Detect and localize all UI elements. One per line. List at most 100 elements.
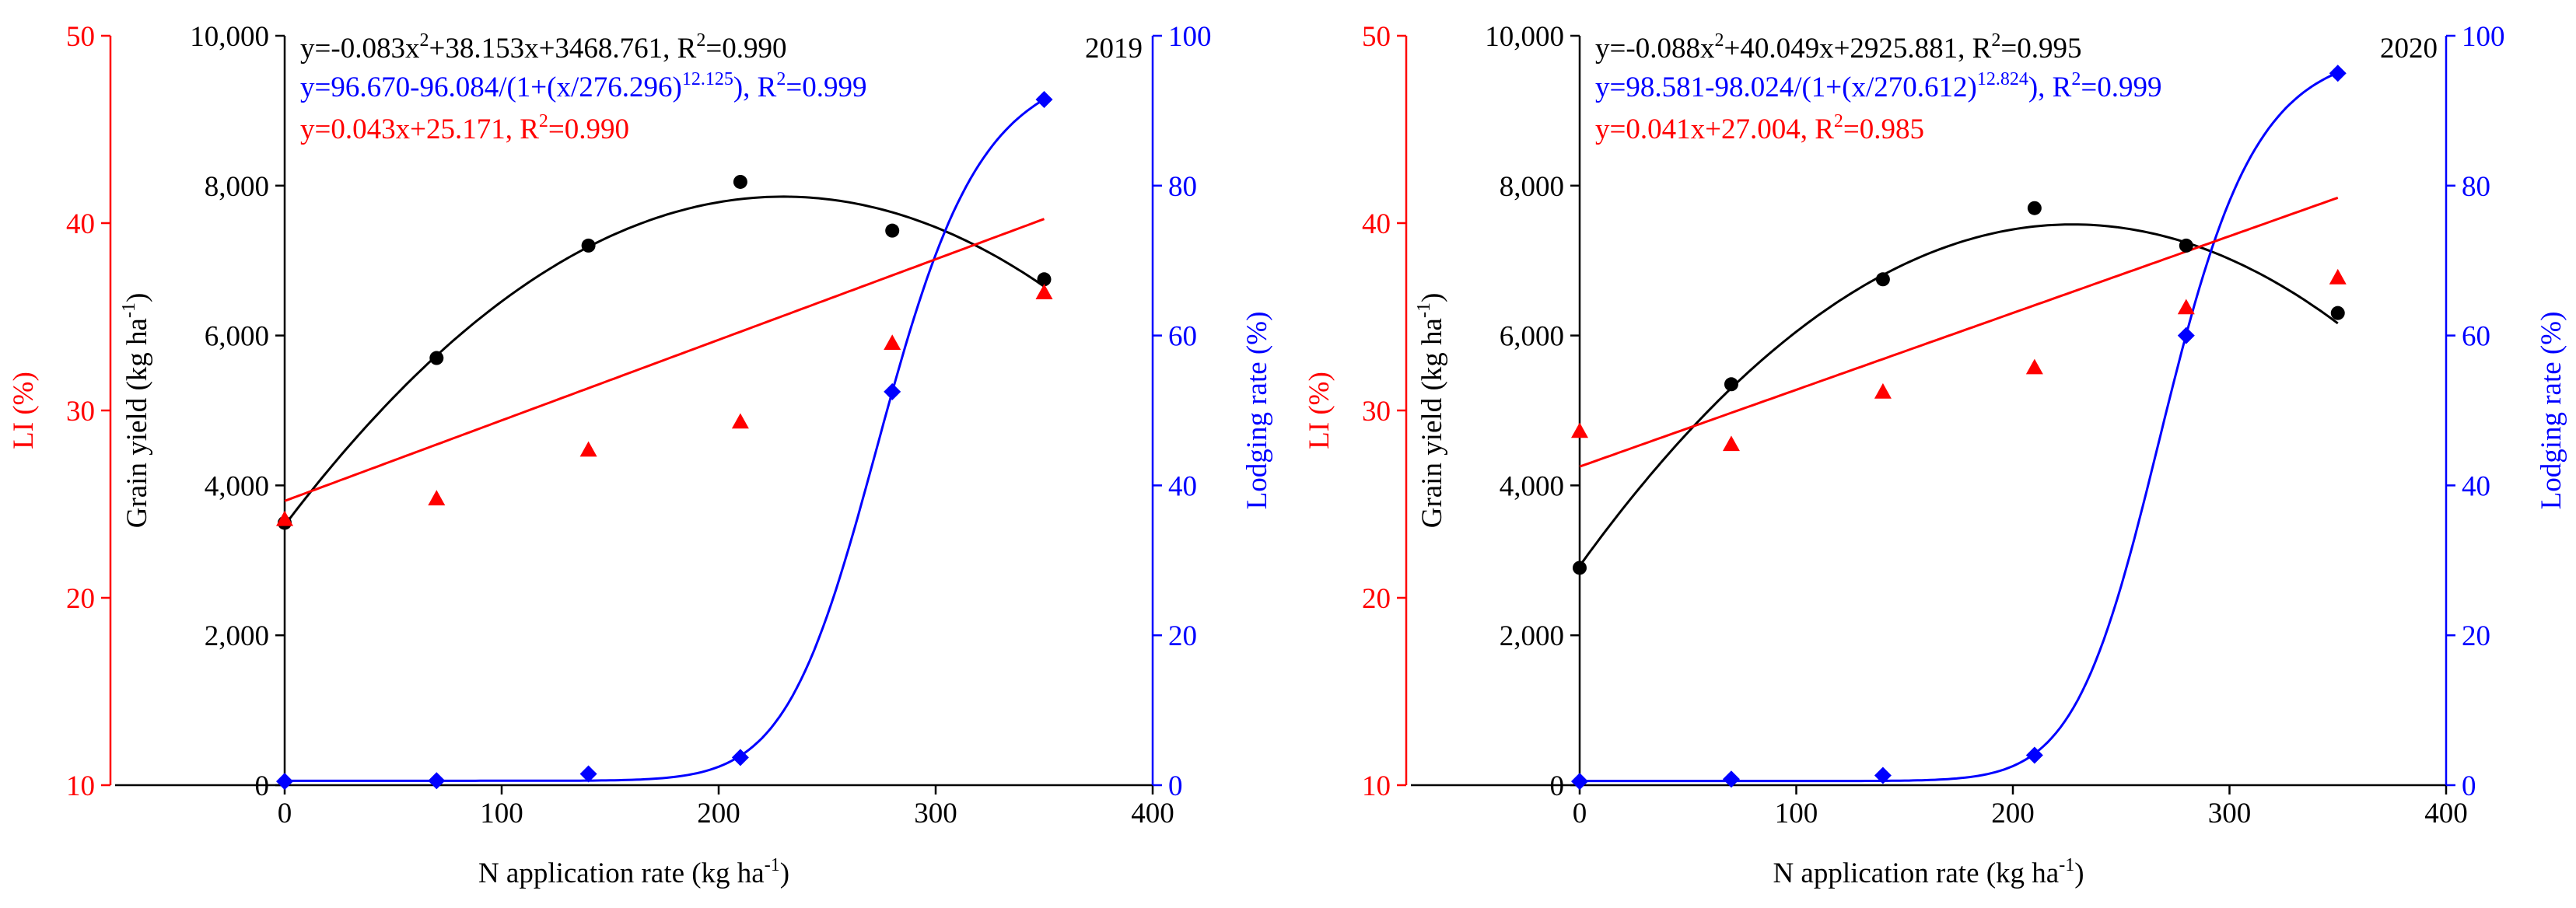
x-tick-label: 200 — [1991, 798, 2035, 829]
x-axis-label: N application rate (kg ha-1) — [1773, 855, 2084, 889]
li-tick-label: 30 — [66, 396, 95, 428]
yield-tick-label: 0 — [255, 770, 270, 802]
li-tick-label: 20 — [1362, 583, 1391, 615]
yield-tick-label: 10,000 — [1485, 21, 1564, 53]
li-point — [884, 334, 901, 351]
li-point — [2025, 358, 2043, 375]
yield-axis-label-part: Grain yield (kg ha — [1416, 318, 1448, 528]
lodging-tick-label: 0 — [1168, 770, 1183, 802]
lodging-point — [1571, 773, 1588, 791]
yield-point — [2330, 306, 2345, 320]
li-equation: y=0.043x+25.171, R2=0.990 — [300, 111, 629, 145]
yield-tick-label: 6,000 — [205, 321, 269, 353]
x-tick-label: 100 — [480, 798, 523, 829]
lodging-equation-part: 2 — [2071, 69, 2081, 89]
li-tick-label: 30 — [1362, 396, 1391, 428]
li-tick-label: 40 — [1362, 208, 1391, 240]
yield-tick-label: 8,000 — [205, 171, 269, 203]
lodging-point — [2177, 327, 2195, 344]
x-axis-label-part: -1 — [765, 855, 780, 875]
lodging-point — [276, 773, 293, 791]
lodging-equation-part: 12.125 — [682, 69, 733, 89]
yield-axis-label: Grain yield (kg ha-1) — [1414, 293, 1448, 529]
li-fit-curve — [1579, 196, 2339, 468]
lodging-point — [2025, 746, 2043, 764]
li-equation-part: y=0.041x+27.004, R — [1595, 114, 1834, 145]
lodging-equation: y=98.581-98.024/(1+(x/270.612)12.824), R… — [1595, 69, 2161, 103]
yield-tick-label: 4,000 — [205, 470, 269, 502]
x-tick-label: 400 — [1131, 798, 1174, 829]
yield-point — [885, 223, 900, 238]
li-tick-label: 50 — [66, 21, 95, 53]
yield-equation-part: +40.049x+2925.881, R — [1724, 33, 1991, 65]
lodging-tick-label: 20 — [1168, 620, 1197, 652]
yield-equation-part: 2 — [696, 30, 705, 51]
yield-axis-label-part: Grain yield (kg ha — [121, 318, 153, 528]
lodging-fit-curve — [1580, 71, 2339, 783]
lodging-equation-part: =0.999 — [2081, 72, 2161, 103]
lodging-equation-part: =0.999 — [786, 72, 866, 103]
lodging-point — [731, 749, 749, 767]
li-tick-label: 50 — [1362, 21, 1391, 53]
lodging-tick-label: 40 — [1168, 470, 1197, 502]
li-point — [1571, 422, 1588, 438]
yield-axis-label-part: -1 — [1414, 302, 1434, 318]
yield-fit-curve — [283, 195, 1045, 526]
lodging-equation-part: ), R — [733, 72, 777, 103]
li-tick-label: 40 — [66, 208, 95, 240]
li-equation-part: y=0.043x+25.171, R — [300, 114, 539, 145]
li-equation-part: =0.990 — [548, 114, 629, 145]
x-tick-label: 100 — [1775, 798, 1818, 829]
lodging-tick-label: 80 — [2462, 171, 2490, 203]
li-tick-label: 20 — [66, 583, 95, 615]
li-axis-label: LI (%) — [1304, 372, 1335, 449]
yield-point — [2179, 238, 2193, 253]
yield-axis-label-part: ) — [121, 293, 153, 302]
yield-equation-part: y=-0.083x — [300, 33, 420, 65]
lodging-tick-label: 60 — [2462, 321, 2490, 353]
yield-point — [581, 238, 596, 253]
lodging-tick-label: 80 — [1168, 171, 1197, 203]
lodging-point — [428, 772, 446, 790]
li-point — [731, 413, 749, 429]
x-axis-label: N application rate (kg ha-1) — [478, 855, 789, 889]
lodging-point — [1035, 90, 1053, 108]
x-axis-label-part: ) — [780, 857, 789, 889]
li-axis-label: LI (%) — [8, 372, 40, 449]
x-axis-label-part: -1 — [2059, 855, 2074, 875]
x-axis-label-part: N application rate (kg ha — [1773, 857, 2059, 889]
li-point — [1874, 382, 1892, 399]
yield-equation-part: =0.995 — [2000, 33, 2081, 65]
lodging-equation-part: 2 — [776, 69, 786, 89]
x-axis-label-part: N application rate (kg ha — [478, 857, 765, 889]
li-tick-label: 10 — [1362, 770, 1391, 802]
yield-tick-label: 0 — [1550, 770, 1565, 802]
lodging-axis-label: Lodging rate (%) — [1241, 312, 1273, 510]
yield-tick-label: 2,000 — [1500, 620, 1564, 652]
lodging-point — [1874, 767, 1892, 784]
x-tick-label: 0 — [1573, 798, 1587, 829]
li-point — [2177, 299, 2195, 315]
yield-tick-label: 2,000 — [205, 620, 269, 652]
lodging-equation-part: y=96.670-96.084/(1+(x/276.296) — [300, 72, 682, 103]
lodging-equation-part: y=98.581-98.024/(1+(x/270.612) — [1595, 72, 1977, 103]
yield-tick-label: 6,000 — [1500, 321, 1564, 353]
li-tick-label: 10 — [66, 770, 95, 802]
lodging-tick-label: 60 — [1168, 321, 1197, 353]
lodging-tick-label: 100 — [2462, 21, 2505, 53]
yield-equation-part: 2 — [419, 30, 429, 51]
li-point — [428, 490, 446, 506]
yield-tick-label: 4,000 — [1500, 470, 1564, 502]
li-fit-curve — [284, 218, 1045, 502]
li-equation-part: =0.985 — [1843, 114, 1924, 145]
yield-equation-part: y=-0.088x — [1595, 33, 1715, 65]
yield-tick-label: 10,000 — [190, 21, 269, 53]
li-equation: y=0.041x+27.004, R2=0.985 — [1595, 111, 1924, 145]
lodging-axis-label: Lodging rate (%) — [2536, 312, 2567, 510]
lodging-equation-part: ), R — [2028, 72, 2072, 103]
yield-point — [2027, 201, 2042, 215]
year-label: 2020 — [2380, 33, 2438, 65]
